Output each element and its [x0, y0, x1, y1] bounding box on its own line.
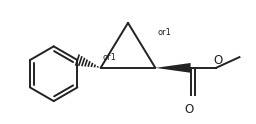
Text: or1: or1 [157, 28, 171, 37]
Text: O: O [213, 54, 222, 67]
Polygon shape [155, 63, 190, 73]
Text: O: O [184, 103, 193, 116]
Text: or1: or1 [103, 53, 116, 62]
